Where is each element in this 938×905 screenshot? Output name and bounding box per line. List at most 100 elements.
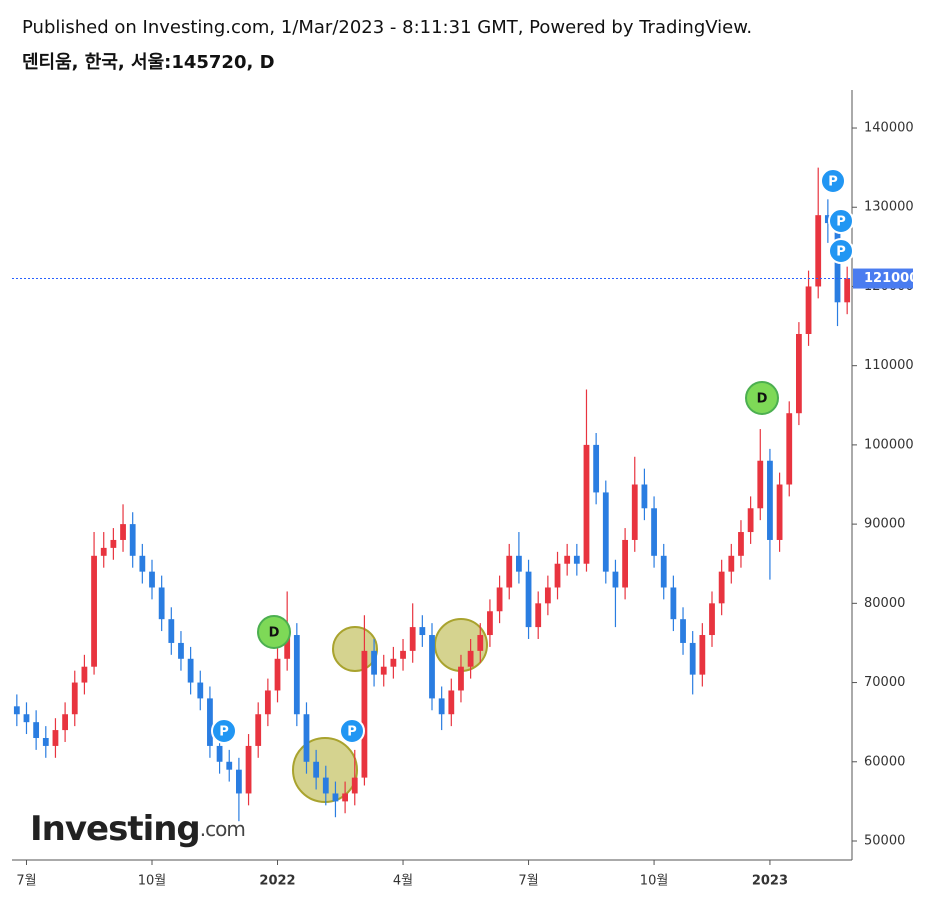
- candle-body: [91, 555, 97, 667]
- candle-body: [516, 555, 522, 572]
- candle-body: [544, 587, 551, 604]
- candle-body: [293, 635, 300, 715]
- candle-body: [371, 650, 377, 675]
- candle-body: [380, 666, 387, 675]
- candle-body: [602, 492, 609, 572]
- candle-body: [651, 508, 657, 556]
- x-tick-label: 4월: [393, 874, 413, 889]
- candle-body: [776, 484, 783, 540]
- y-tick-label: 140000: [864, 121, 914, 136]
- y-tick-label: 90000: [864, 517, 905, 532]
- candle-body: [158, 587, 165, 620]
- user-drawings: [292, 618, 488, 803]
- candle-body: [429, 635, 435, 699]
- candle-body: [496, 587, 503, 612]
- candle-body: [573, 555, 580, 564]
- x-tick-label: 2022: [259, 874, 295, 889]
- event-marker: [339, 718, 365, 744]
- candle-body: [824, 215, 831, 224]
- candle-body: [699, 635, 706, 675]
- y-tick-label: 100000: [864, 437, 914, 452]
- candle-body: [71, 682, 78, 715]
- chart-title: 덴티움, 한국, 서울:145720, D: [22, 52, 275, 73]
- event-marker: [211, 718, 237, 744]
- candle-body: [322, 777, 329, 794]
- candle-body: [216, 745, 223, 762]
- candle-body: [477, 635, 484, 651]
- candle-body: [207, 698, 213, 746]
- candle-body: [796, 333, 802, 414]
- candle-body: [844, 278, 851, 303]
- y-tick-label: 110000: [864, 358, 914, 373]
- candle-body: [689, 642, 696, 675]
- candle-body: [23, 714, 30, 723]
- last-price-box: [853, 268, 913, 289]
- candle-body: [332, 793, 339, 802]
- candle-body: [264, 690, 271, 715]
- candle-body: [187, 658, 194, 683]
- event-marker-label: P: [347, 725, 357, 740]
- x-tick-label: 10월: [640, 874, 669, 889]
- candle-body: [458, 666, 464, 691]
- candle-body: [390, 658, 397, 667]
- event-marker: [820, 168, 846, 194]
- candle-body: [631, 484, 638, 540]
- candle-body: [738, 532, 744, 556]
- x-tick-label: 7월: [518, 874, 538, 889]
- candle-body: [110, 539, 117, 548]
- candle-body: [351, 777, 358, 794]
- candle-body: [400, 650, 406, 659]
- candle-body: [805, 286, 812, 334]
- event-marker-label: P: [219, 725, 229, 740]
- x-tick-label: 2023: [752, 874, 788, 889]
- candle-body: [342, 793, 348, 802]
- y-tick-label: 60000: [864, 754, 905, 769]
- y-tick-label: 80000: [864, 596, 905, 611]
- candle-body: [583, 444, 590, 564]
- highlight-circle: [332, 626, 378, 672]
- candle-body: [33, 722, 40, 739]
- event-marker: [745, 381, 779, 415]
- candle-body: [62, 714, 68, 731]
- candle-body: [564, 555, 571, 564]
- candle-body: [487, 611, 493, 636]
- candle-body: [747, 508, 754, 533]
- candle-body: [168, 619, 175, 643]
- event-marker-label: D: [269, 626, 280, 641]
- candle-body: [100, 547, 107, 556]
- candle-body: [757, 460, 764, 509]
- candle-body: [680, 619, 686, 643]
- candle-body: [81, 666, 88, 683]
- candle-body: [409, 627, 416, 651]
- candle-body: [149, 571, 155, 588]
- candle-body: [42, 738, 49, 746]
- x-tick-label: 7월: [16, 874, 36, 889]
- event-marker: [828, 238, 854, 264]
- candle-body: [255, 714, 262, 746]
- candle-body: [361, 650, 368, 778]
- y-tick-label: 50000: [864, 833, 905, 848]
- candles: [13, 167, 851, 822]
- y-tick-label: 130000: [864, 200, 914, 215]
- candle-body: [139, 555, 146, 572]
- candle-body: [767, 460, 773, 540]
- candle-body: [622, 539, 628, 588]
- watermark: Investing.com: [30, 809, 245, 849]
- event-marker-label: P: [836, 215, 846, 230]
- candle-body: [274, 658, 281, 691]
- last-price-label: 121000: [864, 271, 918, 286]
- candle-body: [303, 714, 310, 762]
- candle-body: [226, 761, 233, 770]
- event-marker: [257, 615, 291, 649]
- candle-body: [448, 690, 455, 715]
- candle-body: [284, 635, 291, 659]
- candle-body: [525, 571, 532, 628]
- event-marker: [828, 208, 854, 234]
- candle-body: [554, 563, 561, 588]
- candle-body: [718, 571, 725, 604]
- candle-body: [129, 524, 136, 556]
- candle-body: [438, 698, 445, 715]
- candle-body: [120, 524, 126, 540]
- candle-body: [52, 730, 59, 746]
